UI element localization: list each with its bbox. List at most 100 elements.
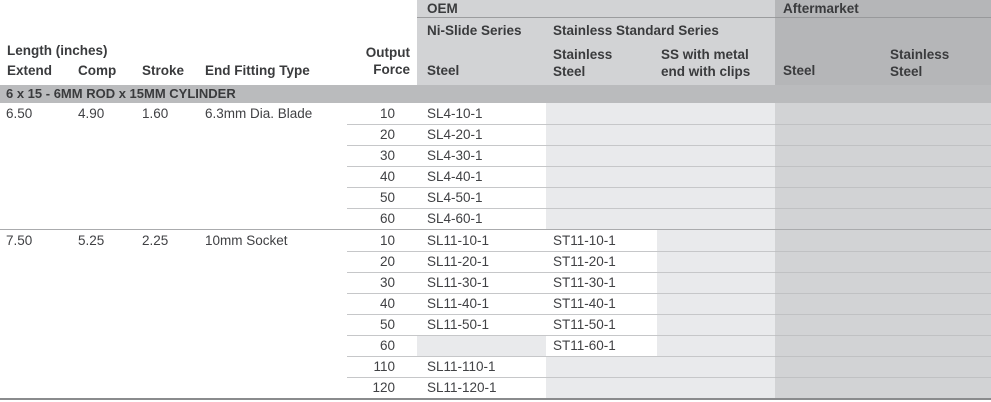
cell-oem-stainless-part: ST11-30-1 xyxy=(546,272,657,293)
cell-comp: 5.25 xyxy=(70,230,135,251)
cell-stroke: 1.60 xyxy=(135,103,200,124)
table-row: 120 SL11-120-1 xyxy=(0,377,991,398)
cell-ss-metal-clips-part xyxy=(657,230,775,251)
cell-aftermarket-stainless-part xyxy=(890,230,991,251)
cell-end-fitting-type xyxy=(200,356,347,377)
cell-stroke xyxy=(135,251,200,272)
cell-aftermarket-stainless-part xyxy=(890,124,991,145)
cell-extend xyxy=(0,356,70,377)
cell-ss-metal-clips-part xyxy=(657,356,775,377)
cell-ss-metal-clips-part xyxy=(657,272,775,293)
cell-ss-metal-clips-part xyxy=(657,335,775,356)
cell-oem-steel-part: SL4-40-1 xyxy=(417,166,546,187)
cell-ss-metal-clips-part xyxy=(657,314,775,335)
table-row: 6.50 4.90 1.60 6.3mm Dia. Blade 10 SL4-10-1 xyxy=(0,103,991,124)
cell-oem-steel-part: SL11-110-1 xyxy=(417,356,546,377)
cell-extend xyxy=(0,208,70,229)
cell-ss-metal-clips-part xyxy=(657,187,775,208)
cell-aftermarket-steel-part xyxy=(775,377,890,398)
cell-aftermarket-steel-part xyxy=(775,103,890,124)
col-header-ss-metal-end-clips: SS with metal end with clips xyxy=(661,46,750,80)
header-left-section: Length (inches) Extend Comp Stroke End F… xyxy=(0,0,417,85)
cell-aftermarket-steel-part xyxy=(775,124,890,145)
cell-extend xyxy=(0,166,70,187)
cell-oem-steel-part: SL4-50-1 xyxy=(417,187,546,208)
ni-slide-series-label: Ni-Slide Series xyxy=(427,23,522,38)
oem-stainless-line1: Stainless xyxy=(553,47,613,62)
col-header-output-force: Output Force xyxy=(347,44,410,78)
col-header-end-fitting-type: End Fitting Type xyxy=(205,63,310,78)
cell-end-fitting-type xyxy=(200,208,347,229)
cell-oem-steel-part: SL11-120-1 xyxy=(417,377,546,398)
aftermarket-section-title: Aftermarket xyxy=(783,1,859,16)
cell-oem-steel-part: SL4-20-1 xyxy=(417,124,546,145)
oem-section-title: OEM xyxy=(427,1,458,16)
cell-oem-stainless-part xyxy=(546,103,657,124)
cell-output-force: 20 xyxy=(347,251,417,272)
cell-aftermarket-stainless-part xyxy=(890,293,991,314)
cell-oem-steel-part: SL11-50-1 xyxy=(417,314,546,335)
cell-stroke xyxy=(135,335,200,356)
cell-end-fitting-type xyxy=(200,251,347,272)
cell-output-force: 110 xyxy=(347,356,417,377)
oem-underline xyxy=(417,17,775,18)
cell-output-force: 60 xyxy=(347,208,417,229)
cell-oem-stainless-part: ST11-20-1 xyxy=(546,251,657,272)
cell-ss-metal-clips-part xyxy=(657,124,775,145)
table-row: 50 SL11-50-1 ST11-50-1 xyxy=(0,314,991,335)
cell-end-fitting-type xyxy=(200,145,347,166)
cell-stroke xyxy=(135,356,200,377)
am-stainless-line1: Stainless xyxy=(890,47,950,62)
cell-end-fitting-type xyxy=(200,187,347,208)
table-row: 40 SL4-40-1 xyxy=(0,166,991,187)
cell-comp xyxy=(70,166,135,187)
cell-aftermarket-stainless-part xyxy=(890,335,991,356)
cell-aftermarket-stainless-part xyxy=(890,145,991,166)
aftermarket-header-section: Aftermarket Steel Stainless Steel xyxy=(775,0,991,85)
cell-extend xyxy=(0,272,70,293)
cell-comp xyxy=(70,187,135,208)
cell-end-fitting-type xyxy=(200,272,347,293)
cell-aftermarket-steel-part xyxy=(775,166,890,187)
aftermarket-underline xyxy=(775,17,991,18)
cell-aftermarket-steel-part xyxy=(775,335,890,356)
length-inches-label: Length (inches) xyxy=(7,43,108,58)
cell-comp xyxy=(70,377,135,398)
cell-oem-stainless-part xyxy=(546,187,657,208)
cell-oem-stainless-part: ST11-40-1 xyxy=(546,293,657,314)
col-header-oem-steel: Steel xyxy=(427,63,460,78)
cell-extend: 6.50 xyxy=(0,103,70,124)
cell-oem-steel-part: SL4-30-1 xyxy=(417,145,546,166)
cell-ss-metal-clips-part xyxy=(657,145,775,166)
am-stainless-line2: Steel xyxy=(890,64,923,79)
cell-ss-metal-clips-part xyxy=(657,103,775,124)
cell-aftermarket-stainless-part xyxy=(890,272,991,293)
cell-aftermarket-steel-part xyxy=(775,314,890,335)
cell-stroke xyxy=(135,166,200,187)
cell-stroke xyxy=(135,377,200,398)
cell-aftermarket-stainless-part xyxy=(890,314,991,335)
cell-output-force: 120 xyxy=(347,377,417,398)
cell-oem-steel-part: SL4-60-1 xyxy=(417,208,546,229)
cell-comp: 4.90 xyxy=(70,103,135,124)
cell-end-fitting-type xyxy=(200,314,347,335)
col-header-oem-stainless-steel: Stainless Steel xyxy=(553,46,612,80)
cell-aftermarket-stainless-part xyxy=(890,166,991,187)
cell-extend: 7.50 xyxy=(0,230,70,251)
cell-comp xyxy=(70,272,135,293)
cell-oem-stainless-part: ST11-60-1 xyxy=(546,335,657,356)
table-row: 30 SL4-30-1 xyxy=(0,145,991,166)
cell-output-force: 10 xyxy=(347,230,417,251)
cell-output-force: 40 xyxy=(347,293,417,314)
cylinder-section-bar: 6 x 15 - 6MM ROD x 15MM CYLINDER xyxy=(0,85,991,103)
table-row: 50 SL4-50-1 xyxy=(0,187,991,208)
cell-end-fitting-type xyxy=(200,166,347,187)
table-bottom-border xyxy=(0,398,991,400)
ss-clips-line2: end with clips xyxy=(661,64,751,79)
table-row: 40 SL11-40-1 ST11-40-1 xyxy=(0,293,991,314)
cell-output-force: 40 xyxy=(347,166,417,187)
output-force-line2: Force xyxy=(373,62,410,77)
cell-comp xyxy=(70,145,135,166)
cell-stroke xyxy=(135,272,200,293)
